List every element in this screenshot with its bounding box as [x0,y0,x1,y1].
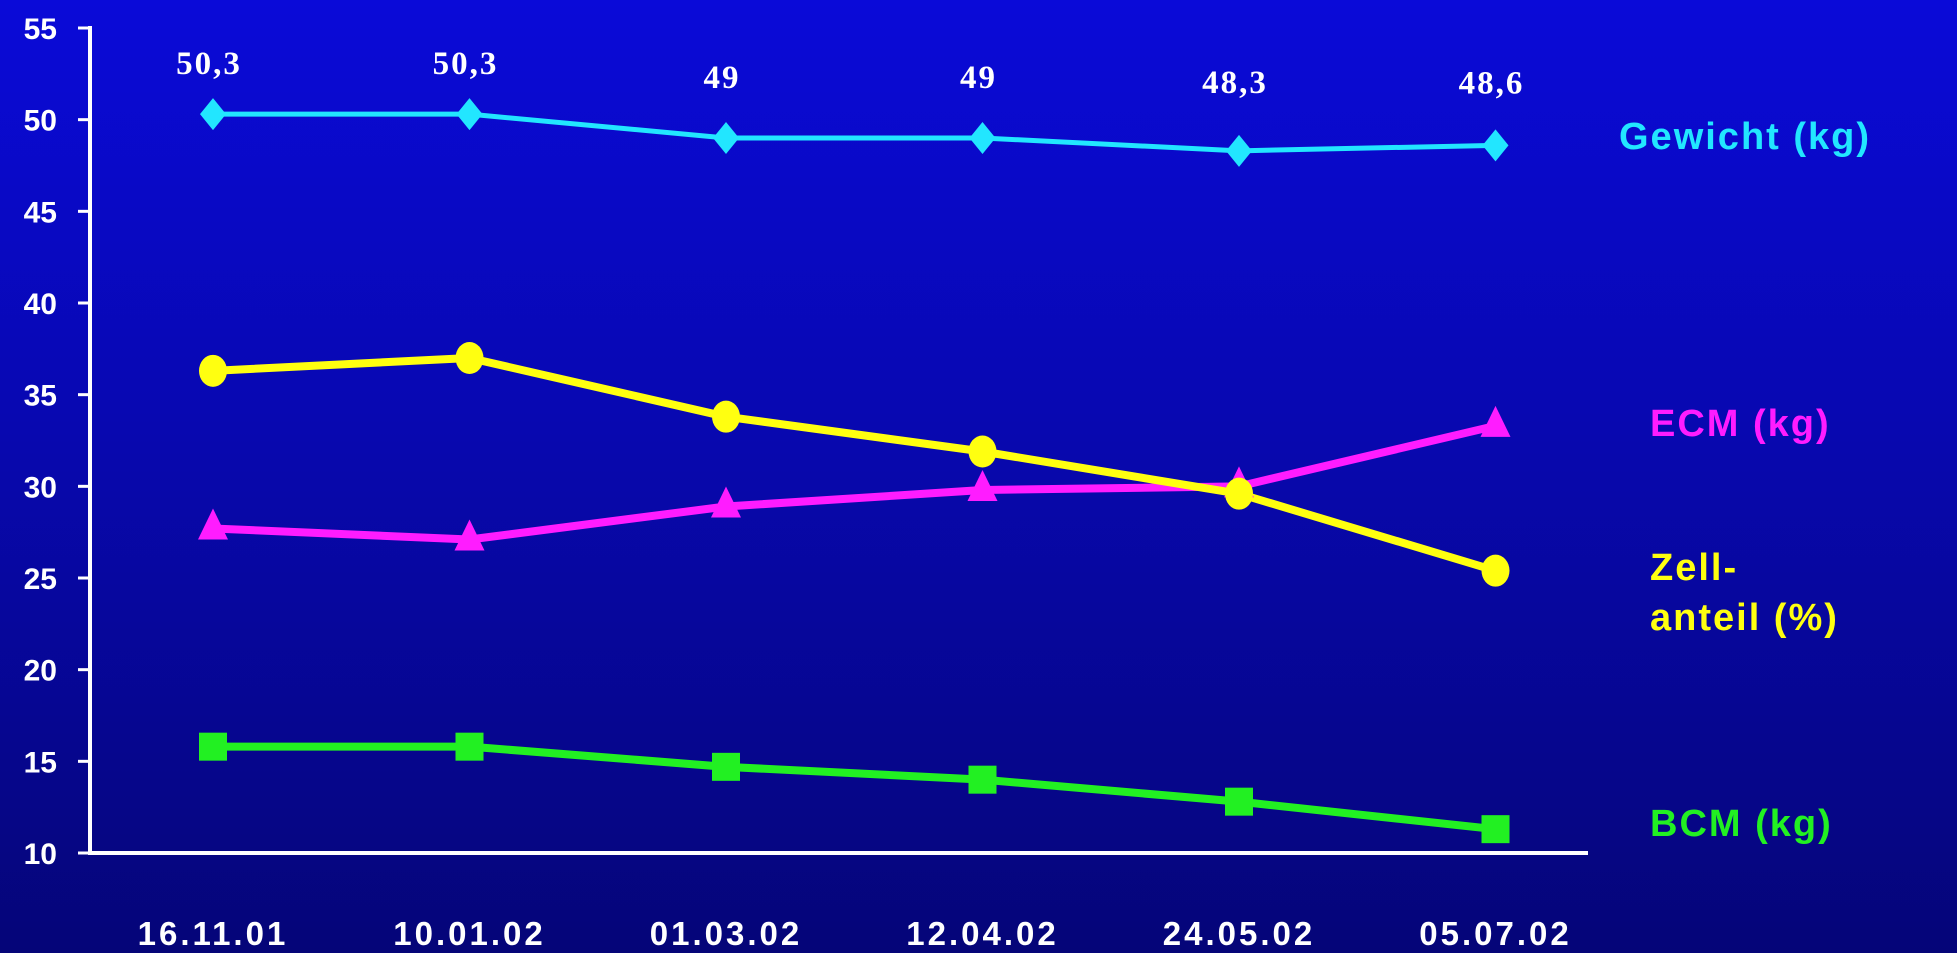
data-point-square [199,732,227,761]
x-tick-label: 01.03.02 [650,915,802,952]
y-tick-label: 20 [24,655,57,688]
data-point-diamond [713,122,739,154]
x-tick-label: 05.07.02 [1419,915,1571,952]
y-tick-label: 15 [24,746,57,779]
legend-entry: ECM (kg) [1650,403,1831,445]
y-tick-label: 55 [24,13,57,46]
axes: 55 50 45 40 35 30 25 20 15 10 16.11.01 10.01.02 01.0… [24,13,1588,952]
data-label: 50,3 [176,46,242,82]
y-tick-label: 30 [24,471,57,504]
data-point-square [1481,815,1510,844]
data-point-circle [455,342,484,374]
data-point-diamond [1226,134,1252,167]
x-tick-label: 12.04.02 [906,915,1058,952]
data-point-square [455,732,484,761]
legend: Gewicht (kg) ECM (kg) Zell-anteil (%) BCM (… [1619,116,1871,845]
x-tick-label: 10.01.02 [393,915,545,952]
data-point-square [1225,787,1253,816]
data-point-circle [1225,477,1253,510]
data-point-diamond [969,122,996,154]
series-lines [212,111,1497,834]
data-label: 49 [960,60,997,96]
data-label: 49 [704,60,741,96]
data-label: 48,6 [1459,65,1525,101]
legend-entry: BCM (kg) [1650,803,1833,845]
data-point-diamond [1482,129,1509,162]
y-tick-label: 10 [24,838,57,871]
data-point-circle [968,435,997,468]
data-point-triangle [454,519,485,551]
legend-entry: Zell-anteil (%) [1650,547,1839,639]
data-label: 48,3 [1202,65,1268,101]
data-point-triangle [1480,405,1511,437]
y-tick-label: 35 [24,380,57,413]
x-tick-label: 16.11.01 [138,915,289,952]
data-point-triangle [711,486,741,518]
data-point-square [712,752,740,781]
data-point-triangle [967,470,998,501]
series-line [212,421,1497,544]
data-labels: 50,3 50,3 49 49 48,3 48,6 [176,46,1525,101]
data-point-circle [712,400,740,433]
series-line [213,742,1496,834]
data-label: 50,3 [433,46,499,82]
x-tick-label: 24.05.02 [1163,915,1315,952]
data-point-triangle [198,508,228,540]
y-tick-label: 50 [24,105,57,138]
y-tick-label: 40 [24,288,57,321]
data-point-diamond [200,98,226,131]
series-line [212,354,1497,575]
series-markers [198,98,1511,844]
data-point-circle [1481,554,1510,587]
legend-entry: Gewicht (kg) [1619,116,1871,158]
data-point-diamond [456,98,483,131]
data-point-square [968,765,997,794]
data-point-circle [199,354,227,387]
y-tick-label: 45 [24,196,57,229]
y-tick-label: 25 [24,563,57,596]
series-line [213,111,1496,154]
